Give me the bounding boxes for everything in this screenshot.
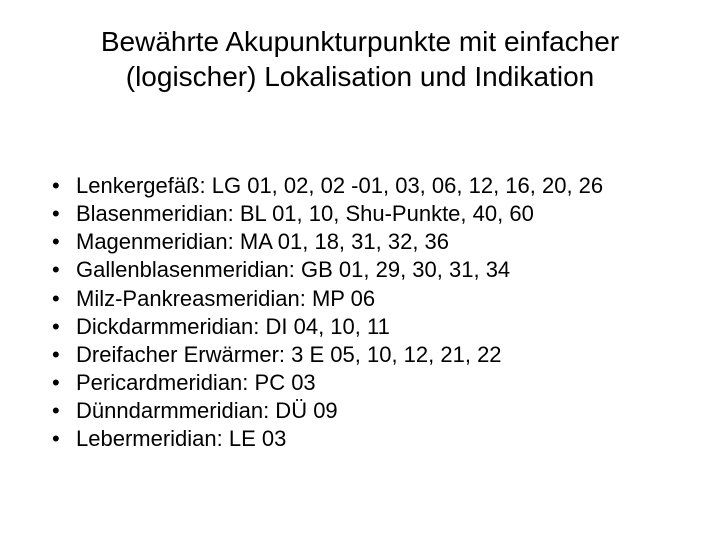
- list-item: • Lenkergefäß: LG 01, 02, 02 -01, 03, 06…: [48, 172, 688, 200]
- bullet-marker: •: [48, 285, 76, 313]
- bullet-marker: •: [48, 341, 76, 369]
- list-item: • Lebermeridian: LE 03: [48, 425, 688, 453]
- bullet-marker: •: [48, 200, 76, 228]
- bullet-marker: •: [48, 313, 76, 341]
- bullet-text: Dickdarmmeridian: DI 04, 10, 11: [76, 313, 688, 341]
- bullet-list: • Lenkergefäß: LG 01, 02, 02 -01, 03, 06…: [32, 172, 688, 454]
- bullet-marker: •: [48, 228, 76, 256]
- list-item: • Magenmeridian: MA 01, 18, 31, 32, 36: [48, 228, 688, 256]
- bullet-text: Blasenmeridian: BL 01, 10, Shu-Punkte, 4…: [76, 200, 688, 228]
- list-item: • Blasenmeridian: BL 01, 10, Shu-Punkte,…: [48, 200, 688, 228]
- bullet-text: Dünndarmmeridian: DÜ 09: [76, 397, 688, 425]
- bullet-text: Milz-Pankreasmeridian: MP 06: [76, 285, 688, 313]
- list-item: • Dickdarmmeridian: DI 04, 10, 11: [48, 313, 688, 341]
- bullet-text: Lenkergefäß: LG 01, 02, 02 -01, 03, 06, …: [76, 172, 688, 200]
- list-item: • Milz-Pankreasmeridian: MP 06: [48, 285, 688, 313]
- bullet-marker: •: [48, 256, 76, 284]
- slide-title: Bewährte Akupunkturpunkte mit einfacher …: [32, 24, 688, 94]
- bullet-text: Dreifacher Erwärmer: 3 E 05, 10, 12, 21,…: [76, 341, 688, 369]
- bullet-text: Gallenblasenmeridian: GB 01, 29, 30, 31,…: [76, 256, 688, 284]
- list-item: • Gallenblasenmeridian: GB 01, 29, 30, 3…: [48, 256, 688, 284]
- bullet-text: Lebermeridian: LE 03: [76, 425, 688, 453]
- list-item: • Dreifacher Erwärmer: 3 E 05, 10, 12, 2…: [48, 341, 688, 369]
- bullet-marker: •: [48, 172, 76, 200]
- list-item: • Pericardmeridian: PC 03: [48, 369, 688, 397]
- bullet-marker: •: [48, 425, 76, 453]
- bullet-text: Pericardmeridian: PC 03: [76, 369, 688, 397]
- bullet-marker: •: [48, 397, 76, 425]
- list-item: • Dünndarmmeridian: DÜ 09: [48, 397, 688, 425]
- bullet-marker: •: [48, 369, 76, 397]
- bullet-text: Magenmeridian: MA 01, 18, 31, 32, 36: [76, 228, 688, 256]
